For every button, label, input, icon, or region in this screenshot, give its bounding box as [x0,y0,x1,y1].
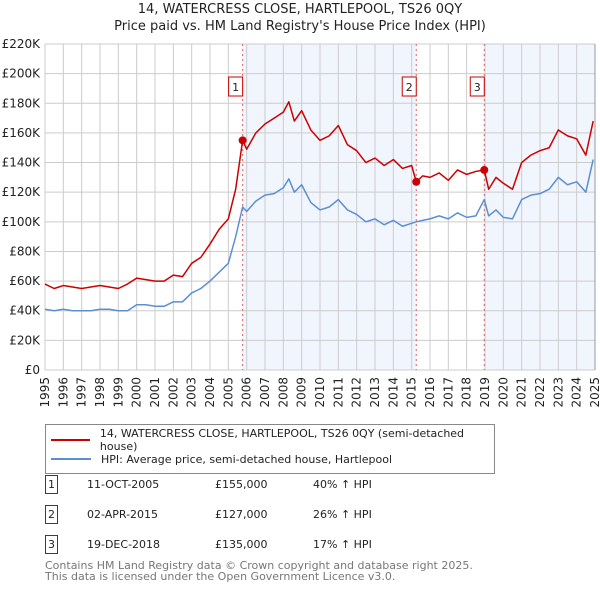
sale-badge [401,76,417,97]
x-tick-label: 2002 [166,377,180,408]
x-tick-label: 2020 [496,377,510,408]
x-tick-label: 2008 [276,377,290,408]
x-tick-label: 2015 [405,377,419,408]
sale-row: 3 19-DEC-2018 £135,000 17% ↑ HPI [45,535,445,555]
legend-label: HPI: Average price, semi-detached house,… [101,452,393,466]
legend-item-property: 14, WATERCRESS CLOSE, HARTLEPOOL, TS26 0… [51,427,494,453]
sale-point [412,177,421,186]
sale-hpi-diff: 40% ↑ HPI [313,478,372,491]
x-tick-label: 1999 [111,377,125,408]
y-tick-label: £120K [2,185,42,199]
x-tick-label: 2013 [368,377,382,408]
x-tick-label: 2014 [386,377,400,408]
sale-marker-badge: 3 [45,535,58,554]
y-tick-label: £60K [9,274,41,288]
sale-badge-label: 3 [474,81,481,94]
sale-price: £127,000 [215,508,268,521]
footer-licence: This data is licensed under the Open Gov… [45,570,396,583]
y-tick-label: £180K [2,96,42,110]
sale-price: £135,000 [215,538,268,551]
x-tick-label: 2018 [460,377,474,408]
y-tick-label: £140K [2,156,42,170]
sale-badge [469,76,485,97]
hpi-line [44,159,594,312]
sale-hpi-diff: 26% ↑ HPI [313,508,372,521]
sale-hpi-diff: 17% ↑ HPI [313,538,372,551]
sale-marker-badge: 2 [45,505,58,524]
y-tick-label: £0 [25,363,40,377]
sale-row: 2 02-APR-2015 £127,000 26% ↑ HPI [45,505,445,525]
chart-title: 14, WATERCRESS CLOSE, HARTLEPOOL, TS26 0… [137,2,463,17]
x-tick-label: 2025 [588,377,600,408]
sale-price: £155,000 [215,478,268,491]
x-tick-label: 1995 [38,377,52,408]
x-tick-label: 2023 [551,377,565,408]
y-tick-label: £100K [2,215,42,229]
x-tick-label: 2019 [478,377,492,408]
legend-swatch-blue [51,458,91,460]
x-tick-label: 2016 [423,377,437,408]
x-tick-label: 2022 [533,377,547,408]
x-tick-label: 2024 [570,377,584,408]
y-tick-label: £80K [9,244,41,258]
legend-label: 14, WATERCRESS CLOSE, HARTLEPOOL, TS26 0… [99,427,465,453]
sale-marker-badge: 1 [45,475,58,494]
legend-item-hpi: HPI: Average price, semi-detached house,… [51,451,392,467]
y-tick-label: £20K [9,333,41,347]
footer-copyright: Contains HM Land Registry data © Crown c… [45,559,473,572]
legend: 14, WATERCRESS CLOSE, HARTLEPOOL, TS26 0… [45,424,495,474]
x-tick-label: 2010 [313,377,327,408]
sale-point [238,136,247,145]
x-tick-label: 2017 [441,377,455,408]
x-tick-label: 1998 [93,377,107,408]
sale-badge-label: 1 [232,81,239,94]
x-tick-label: 2005 [221,377,235,408]
sale-date: 19-DEC-2018 [87,538,161,551]
y-tick-label: £160K [2,126,42,140]
y-tick-label: £40K [9,304,41,318]
sale-badge-label: 2 [406,81,413,94]
x-tick-label: 1996 [56,377,70,408]
chart-subtitle: Price paid vs. HM Land Registry's House … [114,19,486,34]
x-tick-label: 2011 [331,377,345,408]
sale-date: 02-APR-2015 [87,508,159,521]
x-tick-label: 2009 [295,377,309,408]
price-paid-line [44,101,594,290]
x-tick-label: 2012 [350,377,364,408]
x-tick-label: 2021 [515,377,529,408]
legend-swatch-red [51,439,90,441]
sale-badge [228,76,244,97]
x-tick-label: 2006 [240,377,254,408]
sale-point [480,165,489,174]
x-tick-label: 1997 [75,377,89,408]
x-tick-label: 2000 [130,377,144,408]
y-tick-label: £200K [2,67,42,81]
y-tick-label: £220K [2,37,42,51]
chart-plot: 1995 1996 1997 1998 1999 2000 2001 2002 2003 2004… [2,37,600,408]
x-tick-label: 2001 [148,377,162,408]
x-tick-label: 2004 [203,377,217,408]
sale-row: 1 11-OCT-2005 £155,000 40% ↑ HPI [45,475,445,495]
sale-date: 11-OCT-2005 [87,478,160,491]
x-tick-label: 2003 [185,377,199,408]
x-tick-label: 2007 [258,377,272,408]
